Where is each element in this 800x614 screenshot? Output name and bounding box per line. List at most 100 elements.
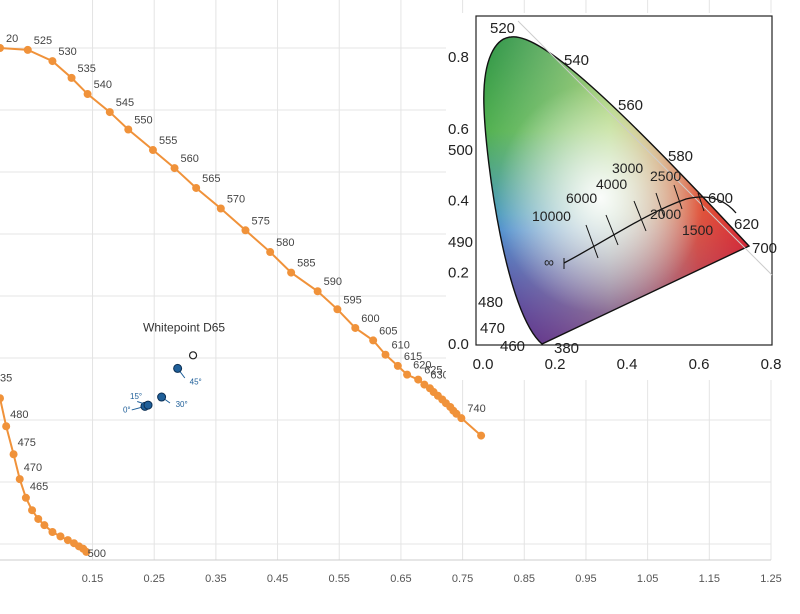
locus-label: 625 — [424, 365, 442, 377]
locus-point — [148, 146, 157, 155]
inset-wavelength-label: 490 — [448, 234, 473, 251]
angle-label: 30° — [176, 400, 188, 409]
angle-label: 0° — [123, 405, 131, 414]
locus-point — [67, 73, 76, 82]
locus-point — [105, 108, 114, 117]
locus-point — [266, 248, 275, 257]
locus-blue-point — [0, 394, 4, 403]
x-tick-label: 1.15 — [699, 573, 720, 585]
whitepoint-label: Whitepoint D65 — [143, 320, 225, 334]
locus-label: 565 — [202, 173, 220, 185]
x-tick-label: 1.25 — [760, 573, 781, 585]
inset-y-tick: 0.4 — [448, 193, 469, 210]
locus-point — [170, 164, 179, 173]
inset-wavelength-label: 460 — [500, 338, 525, 355]
locus-blue-label: 500 — [88, 548, 106, 560]
x-axis-ticks: 0.15 0.25 0.35 0.45 0.55 0.65 0.75 0.85 0.95 1.05… — [82, 573, 782, 585]
locus-blue-point — [34, 514, 43, 523]
whitepoint: Whitepoint D65 — [143, 320, 225, 360]
locus-blue-point — [21, 493, 30, 502]
x-tick-label: 0.25 — [143, 573, 164, 585]
x-tick-label: 0.35 — [205, 573, 226, 585]
locus-blue-label: 475 — [18, 437, 36, 449]
x-tick-label: 0.15 — [82, 573, 103, 585]
inset-wavelength-label: 480 — [478, 294, 503, 311]
locus-label: 550 — [134, 114, 152, 126]
locus-blue-point — [48, 528, 57, 537]
locus-point — [477, 431, 486, 440]
locus-blue-point — [9, 450, 18, 459]
locus-label: 20 — [6, 33, 18, 45]
locus-label: 575 — [251, 215, 269, 227]
isotemperature-lines — [563, 184, 705, 269]
inset-wavelength-label: 380 — [554, 340, 579, 357]
locus-blue-point — [28, 506, 37, 515]
locus-label: 535 — [78, 63, 96, 75]
locus-label: 590 — [324, 276, 342, 288]
inset-wavelength-label: 520 — [490, 20, 515, 37]
inset-wavelength-label: 500 — [448, 142, 473, 159]
locus-point — [333, 305, 342, 314]
angle-label: 15° — [130, 392, 142, 401]
locus-point — [23, 45, 32, 54]
locus-blue-point — [56, 532, 65, 541]
locus-blue-label: 480 — [10, 409, 28, 421]
locus-blue-point — [40, 521, 49, 530]
inset-y-tick: 0.6 — [448, 121, 469, 138]
inset-x-tick: 0.4 — [617, 356, 638, 373]
locus-blue-label: 35 — [0, 372, 12, 384]
locus-label: 580 — [276, 237, 294, 249]
locus-point — [403, 370, 412, 379]
inset-cct-label: 3000 — [612, 160, 643, 176]
inset-cct-label: 2000 — [650, 206, 681, 222]
inset-cct-label: ∞ — [544, 254, 554, 270]
x-tick-label: 0.45 — [267, 573, 288, 585]
locus-blue-label: 465 — [30, 481, 48, 493]
inset-wavelength-label: 600 — [708, 190, 733, 207]
locus-label: 560 — [181, 153, 199, 165]
cie-inset-diagram: 0.0 0.2 0.4 0.6 0.8 0.0 0.2 0.4 0.6 0.8 520 540 56… — [446, 13, 800, 380]
locus-label: 545 — [116, 97, 134, 109]
locus-point — [48, 57, 57, 66]
locus-label: 600 — [361, 313, 379, 325]
locus-blue-point — [82, 547, 91, 556]
inset-wavelength-label: 580 — [668, 148, 693, 165]
whitepoint-marker — [188, 351, 198, 360]
inset-frame — [475, 15, 773, 346]
angle-point — [173, 363, 183, 373]
locus-label: 540 — [94, 79, 112, 91]
inset-x-tick: 0.2 — [545, 356, 566, 373]
inset-wavelength-label: 560 — [618, 97, 643, 114]
spectral-locus-blue: 480 475 470 465 35 500 — [0, 372, 106, 560]
inset-x-ticks: 0.0 0.2 0.4 0.6 0.8 — [473, 356, 782, 373]
angle-points: 0° 15° 30° 45° — [123, 363, 202, 414]
x-tick-label: 0.85 — [514, 573, 535, 585]
inset-y-ticks: 0.0 0.2 0.4 0.6 0.8 — [448, 49, 469, 353]
angle-point — [157, 392, 167, 402]
locus-blue-point — [2, 422, 11, 431]
x-tick-label: 0.65 — [390, 573, 411, 585]
locus-label: 570 — [227, 194, 245, 206]
locus-point — [0, 44, 4, 52]
locus-label: 615 — [404, 351, 422, 363]
inset-wavelength-label: 540 — [564, 52, 589, 69]
inset-cct-label: 2500 — [650, 168, 681, 184]
locus-point — [351, 323, 360, 332]
locus-point — [216, 204, 225, 213]
locus-point — [192, 183, 201, 192]
locus-point — [381, 350, 390, 359]
locus-point — [457, 414, 466, 423]
locus-blue-point — [63, 536, 72, 545]
spectral-locus-outline — [483, 36, 751, 345]
inset-y-tick: 0.2 — [448, 264, 469, 281]
inset-x-tick: 0.8 — [761, 356, 782, 373]
locus-blue-label: 470 — [24, 462, 42, 474]
planckian-locus — [563, 196, 737, 264]
x-tick-label: 0.95 — [575, 573, 596, 585]
locus-label: 530 — [58, 46, 76, 58]
locus-label: 585 — [297, 258, 315, 270]
locus-label: 630 — [430, 370, 448, 382]
